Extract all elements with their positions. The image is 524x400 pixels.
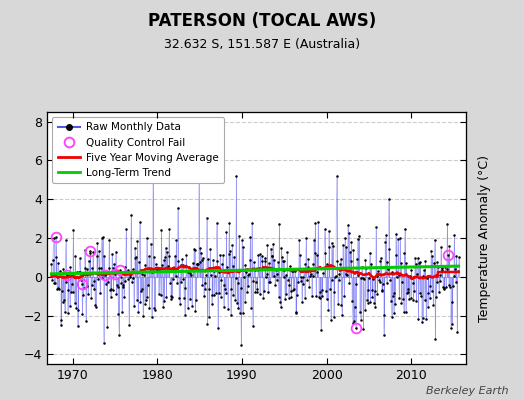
Text: 32.632 S, 151.587 E (Australia): 32.632 S, 151.587 E (Australia)	[164, 38, 360, 51]
Y-axis label: Temperature Anomaly (°C): Temperature Anomaly (°C)	[478, 154, 491, 322]
Text: Berkeley Earth: Berkeley Earth	[426, 386, 508, 396]
Text: PATERSON (TOCAL AWS): PATERSON (TOCAL AWS)	[148, 12, 376, 30]
Legend: Raw Monthly Data, Quality Control Fail, Five Year Moving Average, Long-Term Tren: Raw Monthly Data, Quality Control Fail, …	[52, 117, 224, 183]
